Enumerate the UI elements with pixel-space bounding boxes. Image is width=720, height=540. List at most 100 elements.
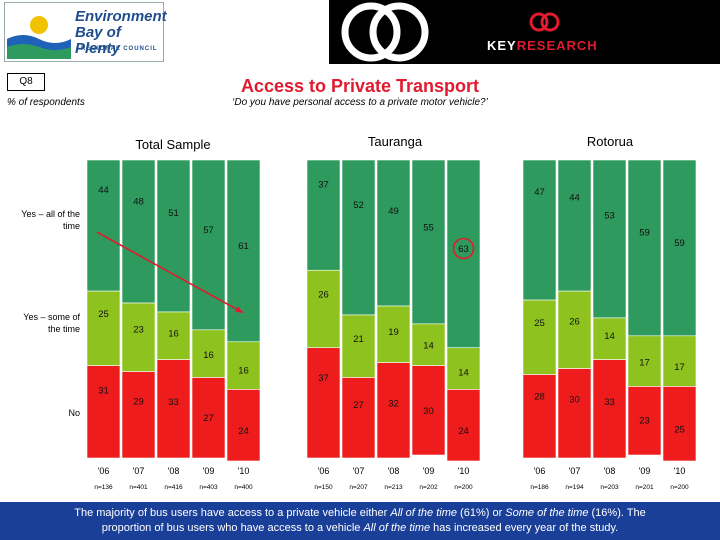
sample-size-label: n=403 [199,484,218,491]
bar-segment [411,159,446,325]
sample-size-label: n=186 [530,484,549,491]
row-label: Yes – some of [23,312,80,322]
data-label: 25 [98,309,109,320]
data-label: 17 [674,362,685,373]
bar-segment [121,302,156,372]
footer-text-1e: (16%). The [588,507,646,519]
data-label: 27 [353,400,364,411]
data-label: 24 [238,426,249,437]
x-tick-label: '09 [203,466,215,476]
bar-segment [592,359,627,459]
bar-segment [446,347,481,390]
data-label: 37 [318,180,329,191]
data-label: 47 [534,187,545,198]
data-label: 32 [388,399,399,410]
bar-segment [86,365,121,459]
data-label: 25 [674,425,685,436]
bar-segment [86,290,121,366]
data-label: 28 [534,392,545,403]
bar-segment [592,317,627,360]
summary-footer: The majority of bus users have access to… [0,502,720,540]
keyresearch-banner [329,0,720,64]
sample-size-label: n=213 [384,484,403,491]
data-label: 55 [423,222,434,233]
bar-segment [446,389,481,462]
row-label: time [63,221,80,231]
x-tick-label: '07 [133,466,145,476]
highlight-circle [452,237,475,260]
bar-segment [121,371,156,459]
bar-segment [341,314,376,378]
chart-title: Access to Private Transport [240,76,480,96]
data-label: 51 [168,208,179,219]
bar-segment [226,159,261,343]
footer-text-1d: Some of the time [505,507,589,519]
data-label: 14 [458,368,469,379]
data-label: 16 [168,328,179,339]
question-badge: Q8 [7,73,45,91]
bar-segment [341,377,376,459]
bar-segment [411,323,446,366]
sample-size-label: n=400 [234,484,253,491]
bar-segment [86,159,121,292]
bar-segment [446,159,481,349]
bar-segment [156,159,191,313]
bar-segment [156,311,191,360]
data-label: 57 [203,225,214,236]
bar-segment [341,159,376,316]
trend-arrow-line [96,231,244,314]
header: Environment Bay of Plenty REGIONAL COUNC… [0,0,720,64]
bar-segment [627,159,662,337]
bar-segment [662,386,697,462]
data-label: 26 [318,289,329,300]
data-label: 30 [569,395,580,406]
data-label: 26 [569,316,580,327]
data-label: 31 [98,385,109,396]
bar-segment [522,299,557,375]
footer-text-2b: All of the time [363,522,431,534]
data-label: 24 [458,426,469,437]
data-label: 33 [168,397,179,408]
data-label: 53 [604,210,615,221]
bar-segment [121,159,156,304]
x-tick-label: '10 [458,466,470,476]
x-tick-label: '06 [318,466,330,476]
keyresearch-rings-icon [341,2,560,62]
row-label: the time [48,324,80,334]
stacked-bar-chart: Yes – all of the time Yes – some of the tim… [21,134,697,491]
data-label: 16 [238,366,249,377]
sample-size-label: n=401 [129,484,148,491]
x-tick-label: '08 [388,466,400,476]
bar-segment [191,159,226,331]
sample-size-label: n=203 [600,484,619,491]
x-tick-label: '09 [639,466,651,476]
data-label: 16 [203,350,214,361]
sample-size-label: n=200 [670,484,689,491]
data-label: 63 [458,244,469,255]
bar-segment [627,335,662,387]
bar-segment [156,359,191,459]
sample-size-label: n=416 [164,484,183,491]
sample-size-label: n=136 [94,484,113,491]
sample-size-label: n=150 [314,484,333,491]
keyresearch-wordmark: KEYRESEARCH [487,38,598,53]
environment-bop-logo: Environment Bay of Plenty REGIONAL COUNC… [4,2,167,62]
bar-segment [306,347,341,459]
footer-text-1b: All of the time [390,507,457,519]
respondents-label: % of respondents [7,97,85,108]
sample-size-label: n=194 [565,484,584,491]
trend-arrow-head [235,306,243,313]
bar-segment [627,386,662,456]
footer-text-1c: (61%) or [457,507,506,519]
bar-segment [376,362,411,459]
data-label: 37 [318,373,329,384]
bar-segment [226,341,261,390]
data-label: 19 [388,327,399,338]
brand-key: KEY [487,38,517,53]
x-tick-label: '09 [423,466,435,476]
footer-text-1a: The majority of bus users have access to… [74,507,391,519]
data-label: 33 [604,397,615,408]
x-tick-label: '06 [534,466,546,476]
bar-segment [522,159,557,301]
x-tick-label: '10 [674,466,686,476]
